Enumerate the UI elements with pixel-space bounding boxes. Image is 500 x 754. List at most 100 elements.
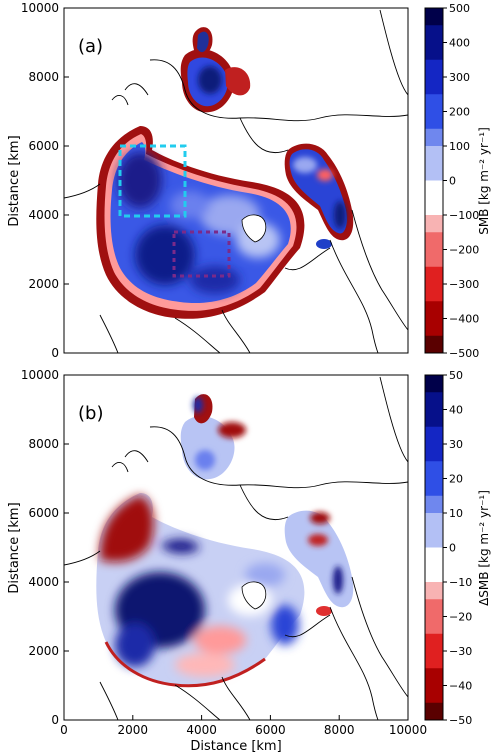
colorbar-b-ticks: 50 40 30 20 10 0 −10 −20 −30 −40 −50 (443, 369, 472, 727)
colorbar-bin (425, 599, 443, 617)
colorbar-bin (425, 375, 443, 393)
colorbar-bin (425, 633, 443, 652)
panel-b-y-ticks: 0 2000 4000 6000 8000 10000 (21, 368, 69, 727)
colorbar-tick-label: 20 (449, 473, 463, 486)
coastlines-b (64, 376, 408, 720)
colorbar-tick-label: −50 (449, 714, 472, 727)
colorbar-a-label: SMB [kg m⁻² yr⁻¹] (477, 127, 491, 235)
colorbar-bin (425, 59, 443, 78)
panel-b-x-ticks: 0 2000 4000 6000 8000 10000 (60, 715, 427, 737)
colorbar-bin (425, 266, 443, 285)
colorbar-bin (425, 426, 443, 445)
colorbar-bin (425, 8, 443, 26)
y-tick-label: 6000 (28, 139, 59, 153)
panel-a-y-ticks: 0 2000 4000 6000 8000 10000 (21, 1, 69, 360)
colorbar-tick-label: 50 (449, 369, 463, 382)
y-tick-label: 10000 (21, 1, 59, 15)
purple-region-box (172, 230, 231, 278)
colorbar-tick-label: 0 (449, 175, 456, 188)
panel-b-ylabel: Distance [km] (7, 502, 22, 593)
colorbar-bin (425, 444, 443, 462)
colorbar-bin (425, 249, 443, 268)
hudson-bay-b (241, 581, 267, 610)
x-tick-label: 0 (60, 723, 68, 737)
colorbar-a: 500 400 300 200 100 0 −100 −200 −300 −400 −500 SMB… (424, 2, 491, 360)
x-tick-label: 6000 (255, 723, 286, 737)
colorbar-a-bins (425, 8, 443, 354)
colorbar-bin (425, 651, 443, 669)
colorbar-bin (425, 530, 443, 548)
colorbar-bin (425, 197, 443, 216)
colorbar-bin (425, 318, 443, 337)
colorbar-b: 50 40 30 20 10 0 −10 −20 −30 −40 −50 ΔSMB [kg m⁻² … (424, 369, 491, 727)
y-tick-label: 8000 (28, 437, 59, 451)
colorbar-bin (425, 335, 443, 354)
colorbar-bin (425, 180, 443, 199)
y-tick-label: 0 (51, 713, 59, 727)
colorbar-bin (425, 702, 443, 721)
colorbar-a-ticks: 500 400 300 200 100 0 −100 −200 −300 −400 −500 (443, 2, 479, 360)
colorbar-bin (425, 232, 443, 250)
colorbar-tick-label: −500 (449, 347, 479, 360)
y-tick-label: 4000 (28, 575, 59, 589)
colorbar-bin (425, 513, 443, 531)
colorbar-bin (425, 25, 443, 43)
colorbar-tick-label: −20 (449, 611, 472, 624)
colorbar-bin (425, 146, 443, 164)
colorbar-bin (425, 94, 443, 112)
colorbar-tick-label: 300 (449, 71, 470, 84)
colorbar-bin (425, 582, 443, 600)
colorbar-tick-label: −300 (449, 278, 479, 291)
colorbar-bin (425, 215, 443, 233)
colorbar-bin (425, 495, 443, 514)
panel-a-ylabel: Distance [km] (7, 135, 22, 226)
panel-b: (b) Distance [km] Distance [km] 02000400… (7, 368, 491, 754)
x-tick-label: 10000 (389, 723, 427, 737)
x-tick-label: 2000 (118, 723, 149, 737)
panel-b-label: (b) (78, 403, 103, 424)
barents-dsmb (180, 394, 246, 480)
colorbar-tick-label: 30 (449, 438, 463, 451)
colorbar-tick-label: 100 (449, 140, 470, 153)
panel-a-map (64, 9, 408, 353)
eurasian-dsmb (284, 510, 354, 608)
colorbar-bin (425, 163, 443, 181)
y-tick-label: 2000 (28, 644, 59, 658)
colorbar-bin (425, 42, 443, 61)
colorbar-tick-label: 0 (449, 542, 456, 555)
panel-b-map (64, 376, 408, 720)
colorbar-tick-label: −100 (449, 209, 479, 222)
colorbar-bin (425, 111, 443, 130)
colorbar-bin (425, 547, 443, 566)
y-tick-label: 8000 (28, 70, 59, 84)
cyan-region-box (118, 144, 187, 218)
hudson-bay (241, 214, 267, 243)
eurasian-smb (284, 143, 354, 241)
x-tick-label: 8000 (324, 723, 355, 737)
colorbar-bin (425, 284, 443, 302)
panel-a: (a) Distance [km] 0200040006000800010000… (7, 1, 491, 360)
panel-b-xlabel: Distance [km] (190, 739, 281, 754)
colorbar-bin (425, 461, 443, 479)
colorbar-b-label: ΔSMB [kg m⁻² yr⁻¹] (477, 490, 491, 606)
y-tick-label: 10000 (21, 368, 59, 382)
x-tick-label: 4000 (186, 723, 217, 737)
colorbar-tick-label: −10 (449, 576, 472, 589)
colorbar-tick-label: −40 (449, 680, 472, 693)
colorbar-bin (425, 616, 443, 635)
colorbar-bin (425, 478, 443, 497)
colorbar-bin (425, 77, 443, 95)
y-tick-label: 2000 (28, 277, 59, 291)
y-tick-label: 0 (51, 346, 59, 360)
colorbar-bin (425, 668, 443, 686)
colorbar-b-bins (425, 375, 443, 721)
coastlines-a (64, 9, 408, 353)
colorbar-tick-label: −200 (449, 244, 479, 257)
panel-a-label: (a) (78, 36, 103, 57)
barents-smb (180, 27, 251, 113)
colorbar-bin (425, 301, 443, 319)
colorbar-tick-label: −400 (449, 313, 479, 326)
colorbar-tick-label: 200 (449, 106, 470, 119)
colorbar-tick-label: 500 (449, 2, 470, 15)
